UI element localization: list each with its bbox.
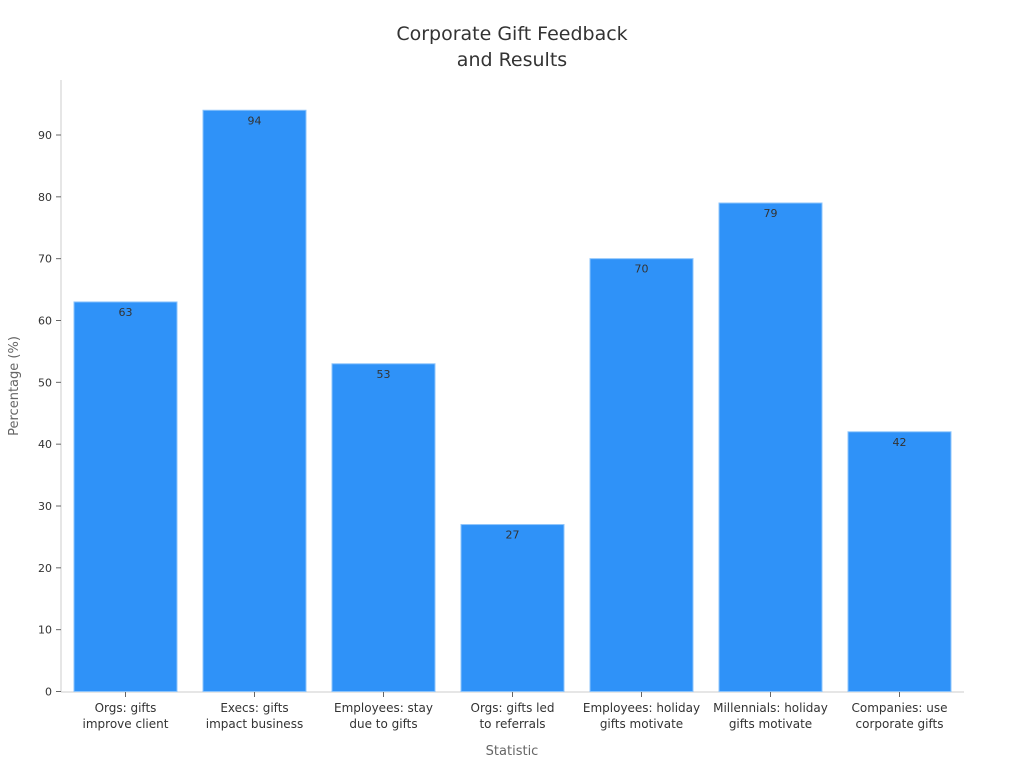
x-tick-label: Millennials: holiday <box>713 701 828 715</box>
x-tick-label: Companies: use <box>851 701 947 715</box>
x-tick-label: gifts motivate <box>729 717 812 731</box>
bar-value-label: 42 <box>893 436 907 449</box>
x-tick-label: to referrals <box>479 717 545 731</box>
x-axis-label: Statistic <box>486 744 539 759</box>
x-tick-label: gifts motivate <box>600 717 683 731</box>
bar-value-label: 27 <box>506 529 520 542</box>
y-tick-label: 30 <box>38 500 52 513</box>
y-tick-label: 10 <box>38 624 52 637</box>
x-tick-label: Employees: stay <box>334 701 433 715</box>
x-tick-label: impact business <box>206 717 303 731</box>
bar <box>589 258 694 692</box>
y-tick-label: 50 <box>38 376 52 389</box>
bar-value-label: 79 <box>764 207 778 220</box>
chart-title-line-1: Corporate Gift Feedback <box>396 23 627 45</box>
x-tick-label: due to gifts <box>349 717 417 731</box>
bar <box>73 301 178 692</box>
bar <box>847 431 952 692</box>
x-tick-label: corporate gifts <box>856 717 944 731</box>
x-tick-label: Execs: gifts <box>220 701 288 715</box>
bar <box>331 363 436 692</box>
y-tick-label: 90 <box>38 129 52 142</box>
x-tick-label: Orgs: gifts <box>95 701 157 715</box>
bar-value-label: 53 <box>377 368 391 381</box>
chart-title-line-2: and Results <box>457 49 567 71</box>
bar <box>202 109 307 693</box>
y-axis-label: Percentage (%) <box>7 336 22 436</box>
y-tick-label: 20 <box>38 562 52 575</box>
x-tick-label: Employees: holiday <box>583 701 700 715</box>
y-tick-label: 80 <box>38 191 52 204</box>
y-tick-label: 60 <box>38 315 52 328</box>
y-tick-label: 70 <box>38 253 52 266</box>
y-tick-label: 0 <box>45 686 52 699</box>
bar-value-label: 63 <box>119 306 133 319</box>
bar-value-label: 70 <box>635 263 649 276</box>
bar-value-label: 94 <box>248 114 262 127</box>
bar <box>718 202 823 692</box>
y-tick-label: 40 <box>38 438 52 451</box>
x-tick-label: Orgs: gifts led <box>471 701 555 715</box>
x-tick-label: improve client <box>83 717 169 731</box>
bar <box>460 524 565 692</box>
